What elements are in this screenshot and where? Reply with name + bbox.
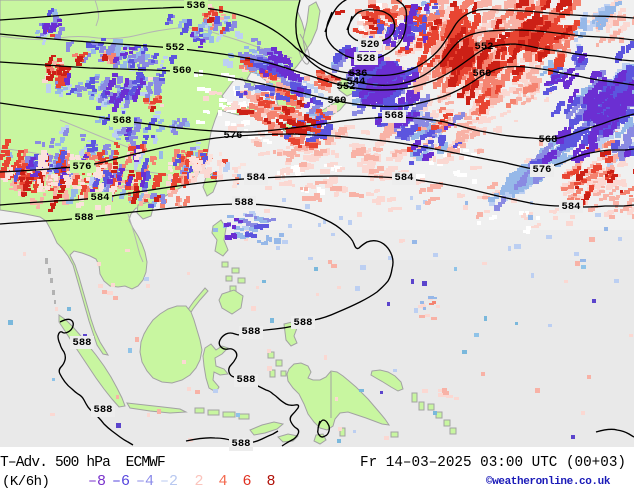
svg-text:536: 536 (187, 0, 206, 12)
svg-text:588: 588 (232, 438, 251, 450)
svg-text:584: 584 (395, 172, 414, 184)
svg-text:588: 588 (294, 317, 313, 329)
svg-text:(K/6h): (K/6h) (2, 474, 49, 490)
svg-text:2: 2 (195, 473, 204, 490)
svg-text:588: 588 (94, 404, 113, 416)
svg-text:–8: –8 (88, 473, 106, 490)
svg-text:576: 576 (533, 164, 552, 176)
svg-text:528: 528 (357, 53, 376, 65)
svg-text:588: 588 (235, 197, 254, 209)
svg-text:536: 536 (349, 68, 368, 80)
svg-text:560: 560 (473, 68, 492, 80)
svg-text:576: 576 (224, 130, 243, 142)
svg-text:588: 588 (237, 374, 256, 386)
svg-text:588: 588 (73, 337, 92, 349)
svg-text:584: 584 (247, 172, 266, 184)
svg-text:–6: –6 (112, 473, 130, 490)
svg-text:552: 552 (166, 42, 185, 54)
svg-text:544: 544 (347, 76, 366, 88)
svg-text:568: 568 (385, 110, 404, 122)
svg-text:Fr 14–03–2025 03:00 UTC (00+03: Fr 14–03–2025 03:00 UTC (00+03) (360, 455, 626, 471)
svg-text:552: 552 (475, 41, 494, 53)
svg-text:©weatheronline.co.uk: ©weatheronline.co.uk (486, 476, 611, 488)
svg-text:8: 8 (267, 473, 276, 490)
svg-text:560: 560 (173, 65, 192, 77)
svg-text:588: 588 (242, 326, 261, 338)
svg-text:584: 584 (91, 192, 110, 204)
svg-text:568: 568 (113, 115, 132, 127)
svg-text:–4: –4 (136, 473, 154, 490)
svg-text:584: 584 (562, 201, 581, 213)
svg-text:520: 520 (361, 39, 380, 51)
svg-text:576: 576 (73, 161, 92, 173)
svg-text:6: 6 (243, 473, 252, 490)
svg-text:568: 568 (539, 134, 558, 146)
svg-text:4: 4 (219, 473, 228, 490)
svg-text:–2: –2 (160, 473, 178, 490)
svg-text:588: 588 (75, 212, 94, 224)
svg-text:560: 560 (328, 95, 347, 107)
svg-text:T–Adv. 500 hPa ECMWF: T–Adv. 500 hPa ECMWF (0, 455, 165, 471)
svg-text:552: 552 (337, 81, 356, 93)
